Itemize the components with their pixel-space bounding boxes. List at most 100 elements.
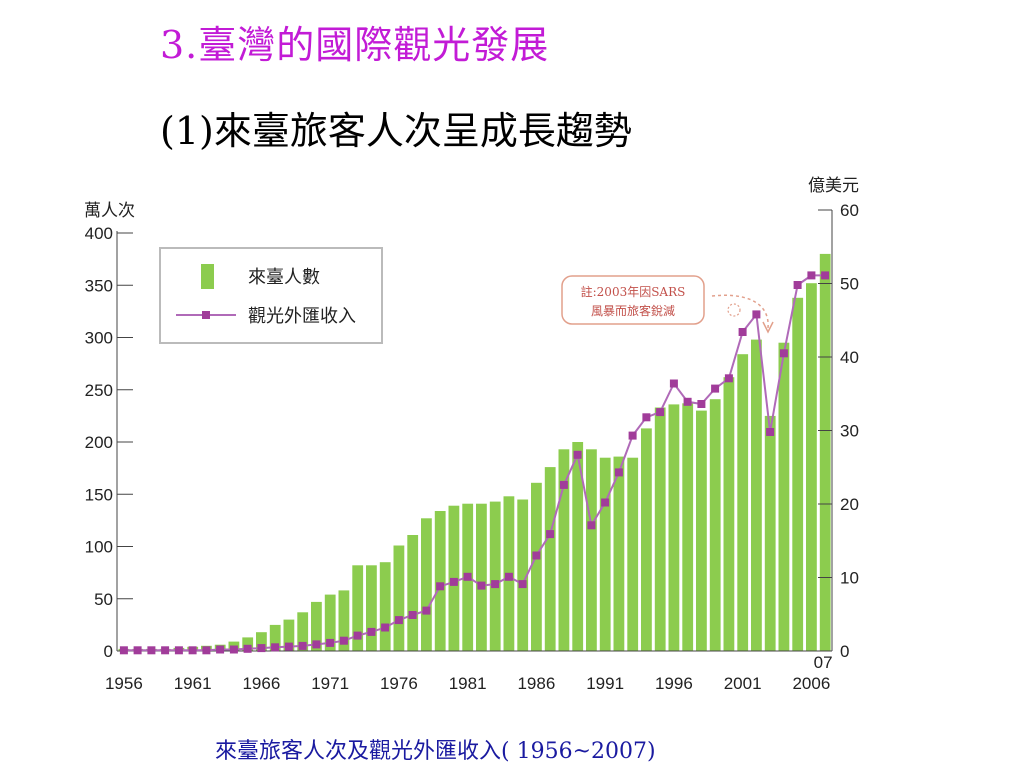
bar-1976 xyxy=(393,545,405,651)
bar-2006 xyxy=(806,283,817,651)
right-tick-label-60: 60 xyxy=(840,201,859,220)
line-path xyxy=(123,274,826,652)
bar-1968 xyxy=(283,619,295,651)
bar-1986 xyxy=(531,482,542,651)
bar-1974 xyxy=(366,565,377,651)
bar-1967 xyxy=(269,624,281,651)
line-point-1962 xyxy=(202,646,211,655)
line-point-2001 xyxy=(738,328,747,336)
bar-1969 xyxy=(297,612,309,651)
legend-box xyxy=(159,247,383,344)
bar-1972 xyxy=(338,590,350,651)
bar-1998 xyxy=(696,410,707,651)
bar-1988 xyxy=(558,449,570,651)
line-point-1981 xyxy=(463,572,472,581)
line-point-1983 xyxy=(491,580,500,589)
x-tick-label-1991: 1991 xyxy=(586,674,624,693)
left-tick-label-300: 300 xyxy=(85,329,113,348)
line-point-1998 xyxy=(697,400,706,408)
line-series xyxy=(119,271,830,655)
line-point-1968 xyxy=(284,642,293,651)
bar-1975 xyxy=(379,562,391,651)
line-point-1977 xyxy=(408,611,417,619)
x-tick-label-1956: 1956 xyxy=(105,674,143,693)
line-point-1966 xyxy=(257,644,266,653)
line-point-1969 xyxy=(298,641,307,650)
bar-1966 xyxy=(256,632,267,651)
left-tick-label-0: 0 xyxy=(104,642,113,661)
line-point-2003 xyxy=(766,428,775,436)
annotation-dot xyxy=(727,303,741,317)
annotation-line-1: 註:2003年因SARS xyxy=(581,285,686,299)
right-tick-label-0: 0 xyxy=(840,642,849,661)
line-point-1993 xyxy=(628,431,637,440)
bar-1977 xyxy=(407,535,419,651)
x-tick-label-1961: 1961 xyxy=(174,674,212,693)
line-point-1970 xyxy=(312,640,321,649)
line-point-1975 xyxy=(381,623,390,632)
line-point-1964 xyxy=(229,645,238,654)
line-point-1996 xyxy=(669,379,678,388)
line-point-1980 xyxy=(449,577,458,586)
bar-1994 xyxy=(641,428,652,651)
line-point-1972 xyxy=(339,636,348,645)
left-tick-label-250: 250 xyxy=(85,381,113,400)
bar-1993 xyxy=(627,457,639,651)
bar-1990 xyxy=(586,449,597,651)
bar-2005 xyxy=(792,297,804,651)
left-tick-label-150: 150 xyxy=(85,485,113,504)
x-tick-label-2006: 2006 xyxy=(792,674,830,693)
bar-1971 xyxy=(324,594,336,651)
line-point-1974 xyxy=(367,627,376,636)
line-point-1987 xyxy=(546,530,555,539)
right-axis-unit: 億美元 xyxy=(808,176,859,195)
bar-1983 xyxy=(489,501,501,651)
line-point-2002 xyxy=(752,310,761,319)
bar-2002 xyxy=(751,339,762,651)
right-tick-label-40: 40 xyxy=(840,348,859,367)
bar-1982 xyxy=(476,503,487,651)
bar-1978 xyxy=(421,518,432,651)
bar-1987 xyxy=(544,467,556,651)
line-point-1986 xyxy=(532,551,541,560)
line-point-1985 xyxy=(518,580,527,589)
bar-1973 xyxy=(352,565,364,651)
left-tick-label-100: 100 xyxy=(85,538,113,557)
chart-caption: 來臺旅客人次及觀光外匯收入( 1956~2007) xyxy=(215,739,656,764)
bar-1991 xyxy=(599,457,611,651)
right-tick-label-20: 20 xyxy=(840,495,859,514)
line-point-1991 xyxy=(601,498,610,507)
line-point-1973 xyxy=(353,631,362,640)
line-point-1956 xyxy=(119,646,128,655)
line-point-2000 xyxy=(724,374,733,383)
bar-1995 xyxy=(654,407,666,651)
line-point-2004 xyxy=(779,349,788,358)
bar-2004 xyxy=(778,342,790,651)
x-tick-label-1981: 1981 xyxy=(449,674,487,693)
line-point-1965 xyxy=(243,644,252,653)
line-point-1976 xyxy=(394,616,403,625)
bar-1970 xyxy=(311,601,322,651)
left-tick-label-50: 50 xyxy=(94,590,113,609)
x-tick-label-1976: 1976 xyxy=(380,674,418,693)
line-point-2006 xyxy=(807,271,816,280)
left-tick-label-350: 350 xyxy=(85,276,113,295)
legend-label-visitors: 來臺人數 xyxy=(248,267,320,287)
line-point-1992 xyxy=(614,468,623,477)
bar-1992 xyxy=(613,456,625,651)
annotation-box xyxy=(561,275,705,325)
line-point-2005 xyxy=(793,281,802,289)
line-point-1994 xyxy=(642,413,651,422)
line-point-1957 xyxy=(133,646,142,655)
bar-2003 xyxy=(764,415,776,651)
line-point-1959 xyxy=(161,646,170,655)
x-tick-label-1986: 1986 xyxy=(517,674,555,693)
x-tick-label-1966: 1966 xyxy=(242,674,280,693)
x-tick-label-1996: 1996 xyxy=(655,674,693,693)
bar-1999 xyxy=(709,399,721,651)
chart-axes: 0 50 100 150 200 250 300 350 400 0 10 20 30 40 50 60 195… xyxy=(84,176,859,693)
line-point-1982 xyxy=(477,581,486,590)
annotation-line-2: 風暴而旅客銳減 xyxy=(591,303,675,318)
bar-2001 xyxy=(737,354,749,651)
